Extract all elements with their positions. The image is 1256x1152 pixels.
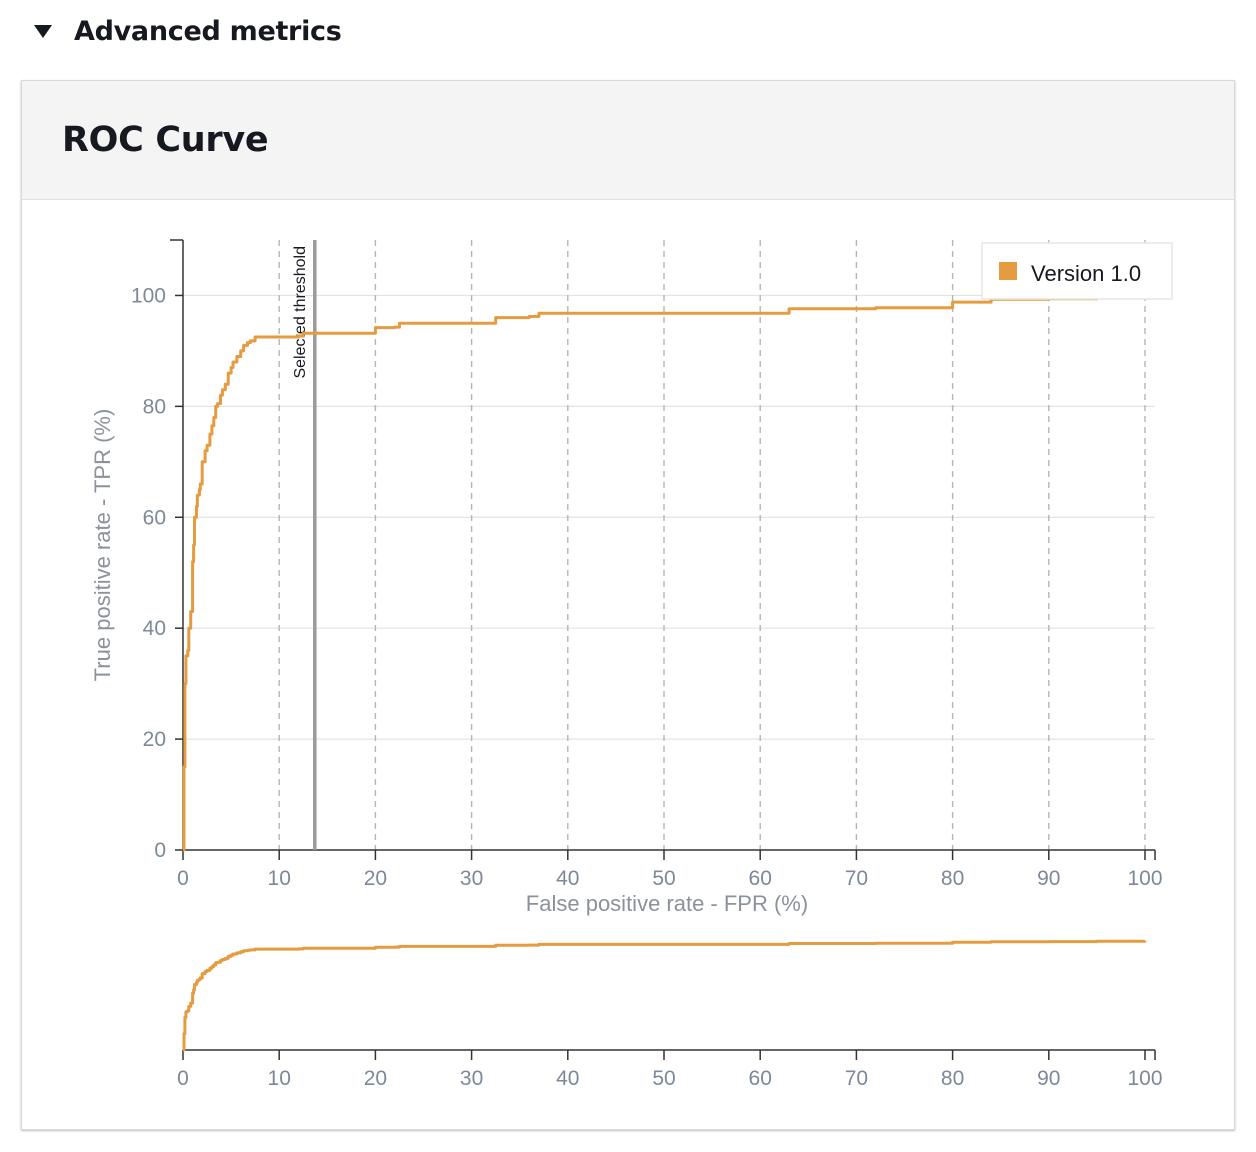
overview-x-tick-label: 10 [268,1067,291,1090]
legend-swatch [999,262,1017,280]
x-tick-label: 90 [1037,867,1060,890]
panel-title: ROC Curve [62,120,269,160]
overview-x-tick-label: 20 [364,1067,387,1090]
overview-x-tick-label: 90 [1037,1067,1060,1090]
x-tick-label: 70 [845,867,868,890]
main-grid [183,240,1155,850]
overview-x-tick-label: 100 [1127,1067,1162,1090]
advanced-metrics-toggle[interactable]: Advanced metrics [30,12,342,50]
panel-header: ROC Curve [22,81,1234,200]
legend[interactable]: Version 1.0 [981,242,1173,300]
y-tick-label: 80 [143,395,166,418]
main-series [182,295,1147,852]
y-tick-label: 100 [131,284,166,307]
overview-x-tick-label: 70 [845,1067,868,1090]
y-axis-label: True positive rate - TPR (%) [90,409,115,682]
overview-series-line [182,939,1147,1052]
main-ticks: 0 20 40 60 80 100 0 10 20 30 40 50 60 70 80 90 100 [131,284,1163,890]
overview-x-tick-label: 30 [460,1067,483,1090]
x-tick-label: 50 [652,867,675,890]
x-tick-label: 30 [460,867,483,890]
roc-curve-panel: ROC Curve [21,80,1235,1130]
main-axes [170,239,1156,860]
caret-down-icon [34,24,52,38]
x-tick-label: 100 [1127,867,1162,890]
series-line [182,295,1147,852]
overview-x-tick-label: 80 [941,1067,964,1090]
y-tick-label: 20 [143,728,166,751]
section-title: Advanced metrics [74,15,342,47]
overview-x-tick-label: 50 [652,1067,675,1090]
legend-label: Version 1.0 [1031,261,1141,286]
y-tick-label: 0 [154,839,166,862]
overview-x-tick-label: 60 [749,1067,772,1090]
x-tick-label: 40 [556,867,579,890]
overview-x-tick-label: 0 [177,1067,189,1090]
x-tick-label: 60 [749,867,772,890]
y-tick-label: 40 [143,617,166,640]
y-tick-label: 60 [143,506,166,529]
threshold-label: Selected threshold [292,246,309,379]
x-tick-label: 0 [177,867,189,890]
x-tick-label: 20 [364,867,387,890]
overview-x-tick-label: 40 [556,1067,579,1090]
x-tick-label: 80 [941,867,964,890]
x-axis-label: False positive rate - FPR (%) [526,891,808,916]
overview-brush-chart[interactable]: 0 10 20 30 40 50 60 70 80 90 100 [177,939,1163,1090]
x-tick-label: 10 [268,867,291,890]
